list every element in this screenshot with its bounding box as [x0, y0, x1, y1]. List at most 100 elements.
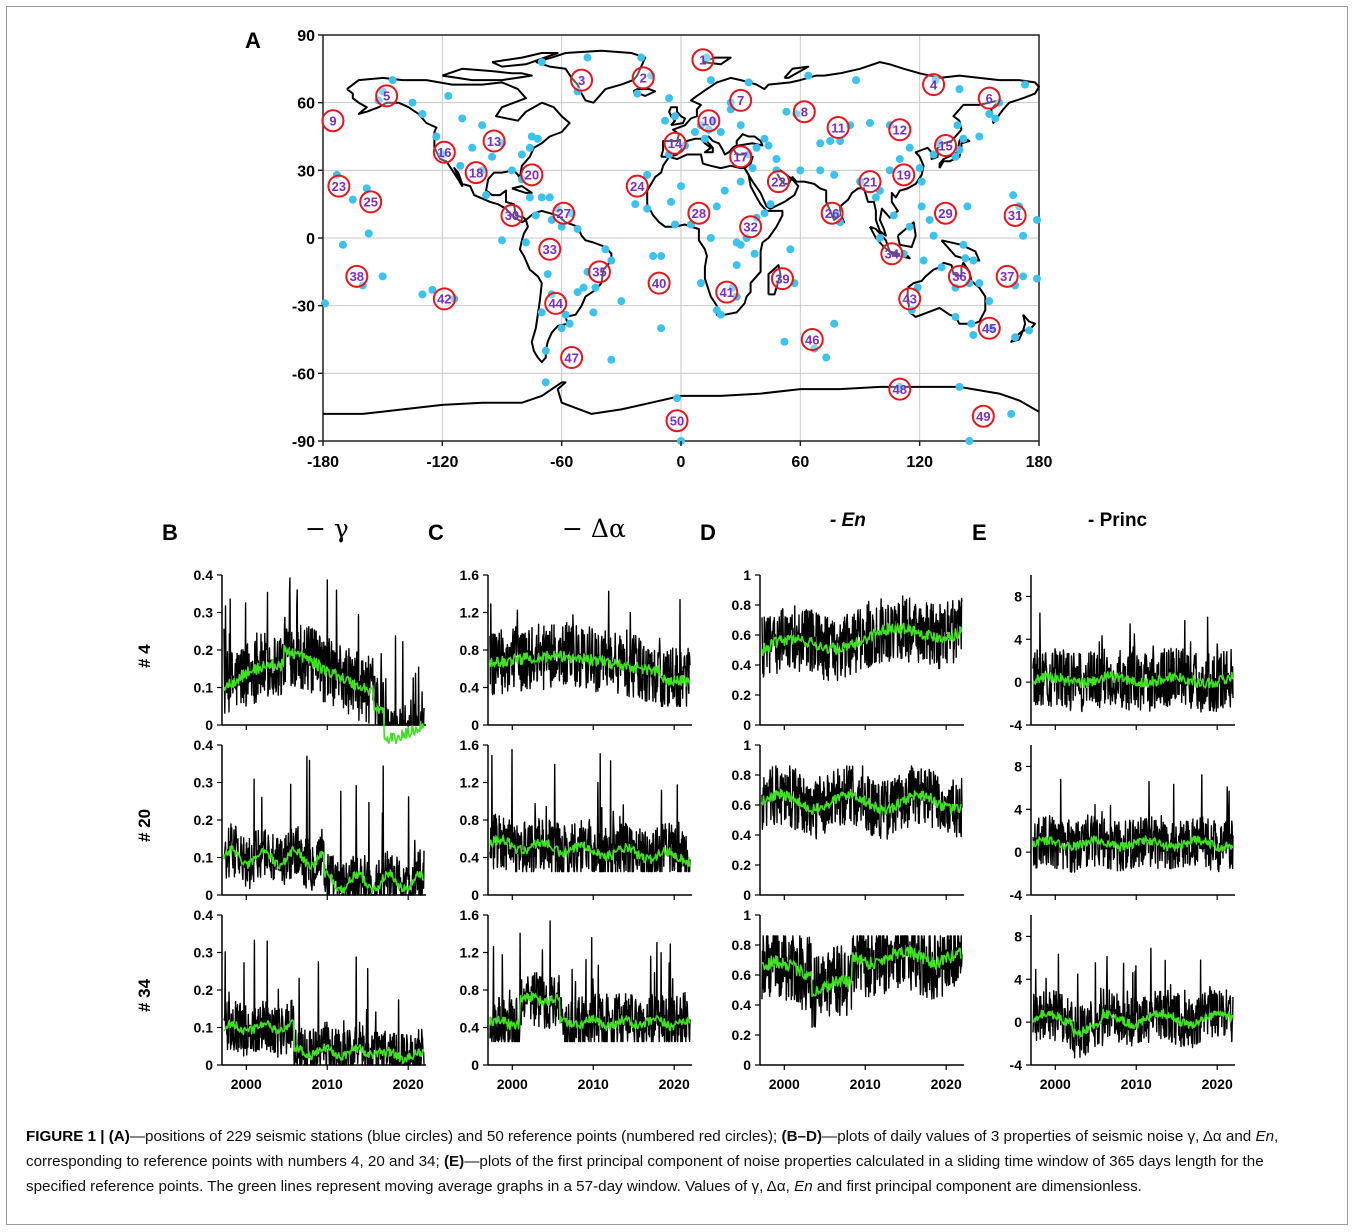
- plot-y-tick-label: -4: [1010, 1057, 1023, 1073]
- station-dot: [517, 150, 526, 159]
- plot-y-tick-label: 4: [1014, 801, 1022, 817]
- coastline: [511, 185, 533, 194]
- station-dot: [537, 193, 546, 202]
- plot-y-tick-label: 0.3: [194, 775, 214, 791]
- reference-number: 36: [952, 269, 966, 284]
- coastline: [1010, 314, 1036, 343]
- moving-average-line: [1032, 671, 1234, 689]
- plot-y-tick-label: 8: [1014, 758, 1022, 774]
- station-dot: [760, 209, 769, 218]
- plot-y-tick-label: 0.6: [732, 797, 752, 813]
- reference-number: 6: [986, 91, 993, 106]
- moving-average-line: [223, 644, 425, 745]
- station-dot: [895, 155, 904, 164]
- reference-number: 13: [487, 134, 501, 149]
- plot-x-tick-label: 2020: [659, 1076, 690, 1092]
- station-dot: [1009, 191, 1018, 200]
- station-dot: [378, 87, 387, 96]
- reference-point: 4: [922, 73, 946, 97]
- reference-circle: [432, 140, 456, 164]
- reference-number: 46: [805, 332, 819, 347]
- station-dot: [498, 236, 506, 245]
- plot-y-tick-label: 0.2: [732, 1027, 752, 1043]
- station-dot: [991, 114, 1000, 123]
- station-dot: [708, 116, 717, 125]
- map-x-tick-label: 120: [906, 454, 933, 471]
- station-dot: [830, 170, 839, 179]
- reference-circle: [934, 201, 958, 225]
- reference-number: 20: [525, 168, 539, 183]
- station-dot: [671, 112, 680, 121]
- reference-number: 5: [383, 89, 390, 104]
- coastline: [323, 381, 1040, 415]
- station-dot: [537, 58, 546, 67]
- caption-text-5: and first principal component are dimens…: [816, 1178, 1142, 1195]
- reference-point: 43: [898, 287, 922, 311]
- coastline: [783, 65, 810, 79]
- reference-point: 3: [570, 68, 594, 92]
- station-dot: [826, 137, 835, 146]
- daily-values-line: [489, 920, 691, 1043]
- station-dot: [716, 127, 725, 136]
- reference-number: 19: [897, 168, 911, 183]
- reference-number: 24: [630, 179, 645, 194]
- station-dot: [545, 193, 554, 202]
- plot-y-tick-label: 0: [471, 717, 479, 733]
- panel-title-en: - En: [830, 510, 866, 531]
- caption-text-3: , corresponding to reference points with…: [26, 1128, 1279, 1170]
- station-dot: [919, 256, 928, 265]
- station-dot: [607, 355, 616, 364]
- reference-number: 9: [329, 114, 336, 129]
- station-dot: [865, 118, 874, 127]
- reference-number: 47: [564, 350, 578, 365]
- plot-y-tick-label: 0: [743, 717, 751, 733]
- reference-circle: [587, 260, 611, 284]
- plot-y-tick-label: 1.6: [460, 567, 480, 583]
- station-dot: [468, 143, 477, 152]
- station-dot: [706, 76, 715, 85]
- station-dot: [428, 285, 437, 294]
- plot-y-tick-label: 0: [1014, 674, 1022, 690]
- station-dot: [929, 150, 938, 159]
- station-dot: [736, 121, 745, 130]
- plot-y-tick-label: 0.2: [194, 812, 214, 828]
- station-dot: [418, 290, 427, 299]
- reference-number: 28: [692, 206, 706, 221]
- reference-point: 50: [665, 409, 689, 433]
- reference-point: 28: [687, 201, 711, 225]
- panel-title-delta-alpha: − Δα: [562, 514, 626, 543]
- station-dot: [732, 261, 741, 270]
- plot-y-tick-label: 8: [1014, 588, 1022, 604]
- plot-x-tick-label: 2010: [312, 1076, 343, 1092]
- station-dot: [975, 279, 984, 288]
- reference-point: 21: [858, 170, 882, 194]
- reference-number: 41: [720, 285, 734, 300]
- station-dot: [985, 297, 994, 306]
- plot-x-tick-label: 2020: [1202, 1076, 1233, 1092]
- station-dot: [561, 310, 570, 319]
- station-dot: [388, 76, 397, 85]
- station-dot: [772, 155, 781, 164]
- plot-y-tick-label: 0.4: [460, 680, 480, 696]
- reference-point: 48: [888, 377, 912, 401]
- reference-point: 25: [359, 190, 383, 214]
- reference-point: 29: [934, 201, 958, 225]
- reference-point: 10: [697, 109, 721, 133]
- reference-number: 39: [775, 271, 789, 286]
- station-dot: [378, 272, 387, 281]
- station-dot: [965, 279, 974, 288]
- map-x-tick-label: -120: [426, 454, 458, 471]
- reference-number: 26: [825, 206, 839, 221]
- reference-point: 12: [888, 118, 912, 142]
- plot-y-tick-label: 1: [743, 737, 751, 753]
- plot-y-tick-label: 1.2: [460, 605, 480, 621]
- reference-circle: [1003, 203, 1027, 227]
- reference-point: 13: [482, 129, 506, 153]
- plot-y-tick-label: 0.4: [194, 567, 214, 583]
- reference-circle: [729, 145, 753, 169]
- station-dot: [643, 204, 652, 213]
- station-dot: [700, 134, 709, 143]
- reference-circle: [766, 170, 790, 194]
- station-dot: [525, 143, 534, 152]
- reference-number: 44: [548, 296, 563, 311]
